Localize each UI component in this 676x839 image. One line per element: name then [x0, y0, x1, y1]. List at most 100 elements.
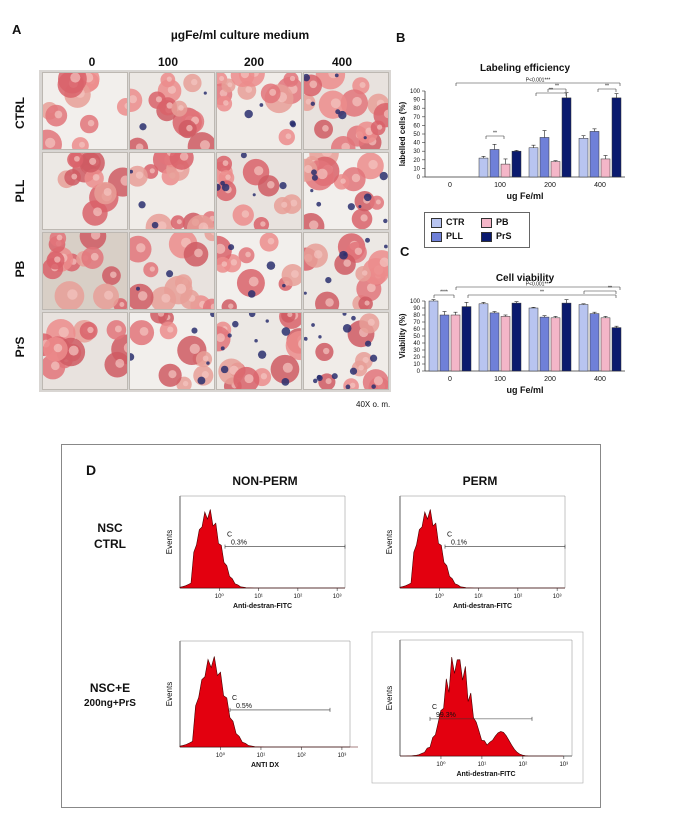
histogram-e-perm: Events 10⁰ 10¹ 10² 10³ Anti-destran-FITC C99.3…	[371, 631, 584, 784]
x-tick-label: 10²	[297, 753, 306, 759]
cell-nucleus	[138, 291, 148, 301]
col-header-non-perm: NON-PERM	[232, 474, 298, 488]
bar-pb-100	[500, 163, 511, 178]
x-tick-label: 10³	[559, 762, 568, 768]
iron-deposit	[130, 353, 135, 361]
x-tick-label: 10²	[519, 762, 528, 768]
cell-nucleus	[362, 356, 369, 364]
cell-nucleus	[139, 326, 149, 336]
iron-deposit	[130, 169, 133, 174]
cell-nucleus	[330, 98, 341, 109]
cell	[368, 250, 388, 278]
iron-deposit	[217, 183, 221, 191]
micrograph-ctrl-100	[129, 72, 215, 150]
histogram-ctrl-perm: Events 10⁰ 10¹ 10² 10³ Anti-destran-FITC C0.1%	[385, 495, 566, 610]
cell	[150, 313, 169, 324]
iron-deposit	[136, 286, 140, 291]
x-tick-label: 200	[544, 376, 556, 383]
legend-item-prs: PrS	[481, 231, 512, 242]
cell-nucleus	[44, 137, 56, 149]
y-tick-label: 0	[417, 175, 421, 181]
y-tick-label: 30	[413, 348, 420, 354]
legend-item-pll: PLL	[431, 231, 463, 242]
gate-letter: C	[227, 532, 232, 539]
iron-deposit	[282, 283, 286, 288]
y-tick-label: 70	[413, 115, 420, 121]
histogram-distribution	[179, 656, 358, 748]
cell-nucleus	[225, 174, 231, 180]
y-tick-label: 100	[410, 299, 421, 305]
cell-nucleus	[227, 82, 233, 88]
x-tick-label: 0	[448, 376, 452, 383]
iron-deposit	[254, 338, 258, 343]
iron-deposit	[220, 180, 225, 186]
y-tick-label: 60	[413, 327, 420, 333]
legend-swatch-pll	[431, 231, 442, 242]
x-tick-label: 10³	[338, 753, 347, 759]
legend-swatch-ctr	[431, 217, 442, 228]
iron-deposit	[244, 109, 253, 119]
micrograph-cells	[217, 313, 301, 389]
cell-nucleus	[54, 110, 63, 119]
iron-deposit	[364, 340, 372, 347]
gate-letter: C	[432, 704, 437, 711]
iron-deposit	[138, 201, 146, 209]
cell	[315, 73, 346, 90]
histogram-distribution	[399, 509, 565, 589]
cell-nucleus	[176, 283, 187, 294]
y-tick-label: 30	[413, 149, 420, 155]
cell-nucleus	[89, 157, 97, 165]
micrograph-cells	[304, 313, 388, 389]
gate-letter: C	[232, 695, 237, 702]
bar-pll-100	[489, 312, 500, 372]
cell-nucleus	[103, 188, 112, 196]
cell-nucleus	[155, 96, 162, 103]
cell-nucleus	[248, 276, 259, 287]
legend-swatch-prs	[481, 231, 492, 242]
cell-nucleus	[90, 233, 101, 240]
cell-nucleus	[93, 207, 102, 217]
cell-nucleus	[313, 250, 323, 259]
micrograph-pb-100	[129, 232, 215, 310]
iron-deposit	[347, 203, 355, 211]
cell-nucleus	[260, 221, 266, 227]
cell-nucleus	[135, 171, 144, 179]
y-tick-label: 0	[417, 369, 421, 375]
bar-ctr-400	[578, 138, 589, 178]
x-tick-label: 100	[494, 376, 506, 383]
bar-ctr-400	[578, 304, 589, 372]
iron-deposit	[349, 367, 358, 375]
cell-nucleus	[221, 261, 228, 267]
cell-nucleus	[245, 251, 251, 258]
cell-nucleus	[351, 173, 361, 183]
iron-deposit	[197, 376, 206, 385]
cell-nucleus	[281, 201, 288, 208]
cell-nucleus	[352, 96, 362, 107]
micrograph-cells	[304, 233, 388, 309]
x-axis-label: Anti-destran-FITC	[233, 603, 292, 610]
cell-viability-chart: Cell viability0102030405060708090100Viab…	[398, 273, 625, 395]
micrograph-cells	[217, 233, 301, 309]
cell-nucleus	[383, 109, 388, 119]
cell-nucleus	[254, 166, 264, 176]
micrograph-cells	[43, 318, 127, 380]
gate-letter: C	[447, 532, 452, 539]
micrograph-ctrl-200	[216, 72, 302, 150]
x-axis-label: ug Fe/ml	[506, 191, 543, 201]
cell-nucleus	[244, 374, 254, 384]
cell-nucleus	[210, 303, 214, 309]
cell-nucleus	[50, 361, 60, 371]
significance-label: **	[540, 290, 544, 296]
panel-b-letter: B	[396, 30, 406, 45]
bar-pll-0	[439, 314, 450, 372]
histogram-frame	[371, 631, 584, 784]
cell-nucleus	[340, 178, 346, 184]
cell-nucleus	[120, 175, 127, 186]
cell-nucleus	[110, 271, 117, 279]
cell	[204, 233, 214, 242]
x-tick-label: 10²	[294, 594, 303, 600]
y-tick-label: 10	[413, 166, 420, 172]
cell-nucleus	[358, 364, 364, 371]
cell-nucleus	[362, 270, 368, 276]
micrograph-prs-0	[42, 312, 128, 390]
